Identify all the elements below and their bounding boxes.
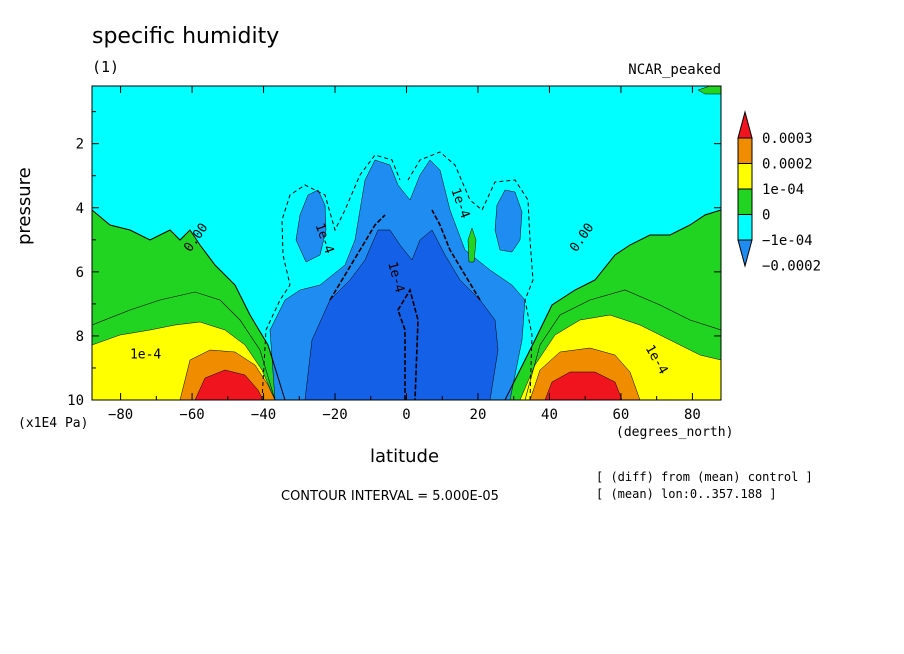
colorbar-swatch xyxy=(737,188,753,215)
contour-interval: CONTOUR INTERVAL = 5.000E-05 xyxy=(281,489,499,504)
chart-title: specific humidity xyxy=(92,24,280,49)
contour-line-south xyxy=(92,291,276,400)
mean-note: [ (mean) lon:0..357.188 ] xyxy=(596,487,777,501)
y-tick-label: 2 xyxy=(76,137,84,153)
colorbar-level-label: 0.0003 xyxy=(762,131,813,147)
green-patch-mid xyxy=(467,227,477,263)
x-axis-label: latitude xyxy=(370,446,440,467)
blue-blob-south xyxy=(295,189,327,263)
colorbar-level-label: 0.0002 xyxy=(762,157,813,173)
x-tick-label: −80 xyxy=(108,407,133,423)
chart-subtitle: (1) xyxy=(92,58,120,76)
red-region-south xyxy=(194,369,264,400)
colorbar-level-label: −0.0002 xyxy=(762,259,821,275)
y-tick-label: 10 xyxy=(67,393,84,409)
colorbar-swatch xyxy=(737,137,753,164)
dashed-contour-center-2 xyxy=(431,209,481,301)
y-tick-label: 4 xyxy=(76,201,84,217)
blue-blob-north xyxy=(494,189,523,253)
x-tick-label: 40 xyxy=(541,407,558,423)
y-tick-label: 8 xyxy=(76,329,84,345)
zero-contour-north xyxy=(504,209,721,400)
x-tick-label: 60 xyxy=(613,407,630,423)
dashed-contour-center-3 xyxy=(397,287,419,400)
colorbar-level-label: −1e-04 xyxy=(762,233,813,249)
colorbar-swatch xyxy=(737,110,753,139)
y-axis-label: pressure xyxy=(14,167,35,245)
contour-line-north xyxy=(524,289,721,400)
red-region-north xyxy=(544,371,623,400)
x-axis-units: (degrees_north) xyxy=(616,425,734,440)
dashed-contour-south xyxy=(261,154,401,400)
x-tick-label: 0 xyxy=(402,407,410,423)
dashed-contour-center-1 xyxy=(329,214,386,301)
green-patch-top xyxy=(697,86,721,95)
x-tick-label: 20 xyxy=(470,407,487,423)
colorbar-level-label: 1e-04 xyxy=(762,182,804,198)
zero-contour-south xyxy=(92,209,286,400)
colorbar-level-label: 0 xyxy=(762,208,770,224)
x-tick-label: −20 xyxy=(322,407,347,423)
colorbar-swatch xyxy=(737,163,753,190)
colorbar-swatch xyxy=(737,239,753,268)
diff-note: [ (diff) from (mean) control ] xyxy=(596,470,813,484)
dark-blue-region xyxy=(304,229,499,400)
y-axis-units: (x1E4 Pa) xyxy=(18,416,89,431)
x-tick-label: 80 xyxy=(684,407,701,423)
contour-label: 1e-4 xyxy=(130,347,161,362)
x-tick-label: −40 xyxy=(251,407,276,423)
colorbar-swatch xyxy=(737,214,753,241)
y-tick-label: 6 xyxy=(76,265,84,281)
model-name: NCAR_peaked xyxy=(628,62,721,78)
x-tick-label: −60 xyxy=(179,407,204,423)
